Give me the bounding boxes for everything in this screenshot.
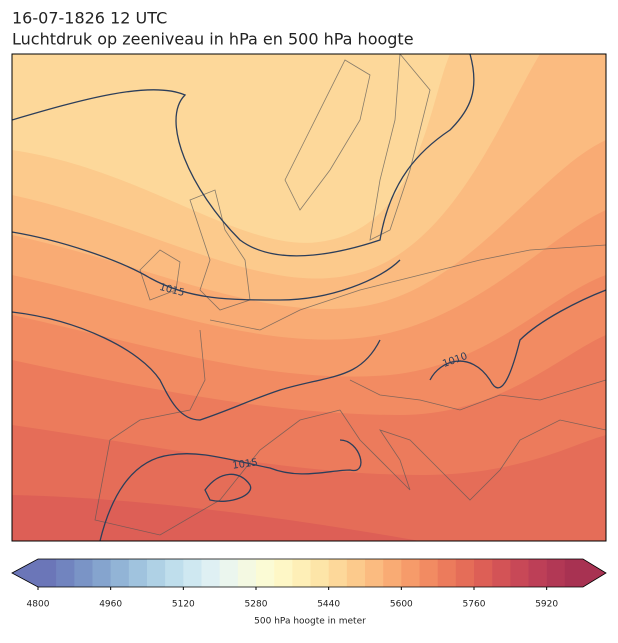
colorbar-cell (56, 559, 75, 587)
colorbar-cell (274, 559, 293, 587)
subtitle: Luchtdruk op zeeniveau in hPa en 500 hPa… (12, 30, 414, 49)
colorbar-cell (328, 559, 348, 587)
colorbar-cell (528, 559, 547, 587)
colorbar-cell (110, 559, 130, 587)
colorbar-cell (38, 559, 57, 587)
colorbar-cell (128, 559, 148, 587)
isobar-label: 1015 (232, 457, 259, 471)
colorbar-cell (237, 559, 257, 587)
colorbar-cell (474, 559, 493, 587)
colorbar-tick-label: 5760 (463, 600, 486, 610)
colorbar-tick-label: 4960 (99, 600, 122, 610)
colorbar-cell (346, 559, 366, 587)
colorbar-tick-label: 5440 (317, 600, 340, 610)
colorbar-cell (92, 559, 111, 587)
colorbar-cell (437, 559, 457, 587)
colorbar-cell (165, 559, 184, 587)
colorbar-cell (74, 559, 93, 587)
colorbar-cell (183, 559, 202, 587)
colorbar-tick-label: 5120 (172, 600, 195, 610)
height-field (12, 54, 606, 541)
colorbar-cell (147, 559, 166, 587)
colorbar-tick-label: 5280 (245, 600, 268, 610)
colorbar-cell (492, 559, 511, 587)
colorbar-cell (564, 559, 584, 587)
colorbar-label: 500 hPa hoogte in meter (254, 617, 366, 627)
colorbar-tick-label: 4800 (27, 600, 50, 610)
height-band (12, 495, 420, 541)
title: 16-07-1826 12 UTC (12, 9, 167, 28)
isobars (12, 54, 606, 541)
colorbar-cell (510, 559, 529, 587)
colorbar-extend-low (12, 559, 38, 587)
colorbar-cell (201, 559, 220, 587)
colorbar-cell (455, 559, 475, 587)
colorbar-tick-label: 5920 (535, 600, 558, 610)
colorbar-cell (419, 559, 438, 587)
colorbar-cell (401, 559, 420, 587)
colorbar-cell (365, 559, 384, 587)
colorbar-cell (256, 559, 275, 587)
map-frame (11, 53, 607, 542)
colorbar-extend-high (583, 559, 606, 587)
colorbar-cell (310, 559, 329, 587)
colorbar: 4800 4960 5120 5280 5440 5600 5760 5920 (11, 558, 607, 610)
colorbar-tick-label: 5600 (390, 600, 413, 610)
colorbar-cell (546, 559, 566, 587)
colorbar-cell (383, 559, 402, 587)
colorbar-cell (219, 559, 239, 587)
colorbar-cell (292, 559, 311, 587)
